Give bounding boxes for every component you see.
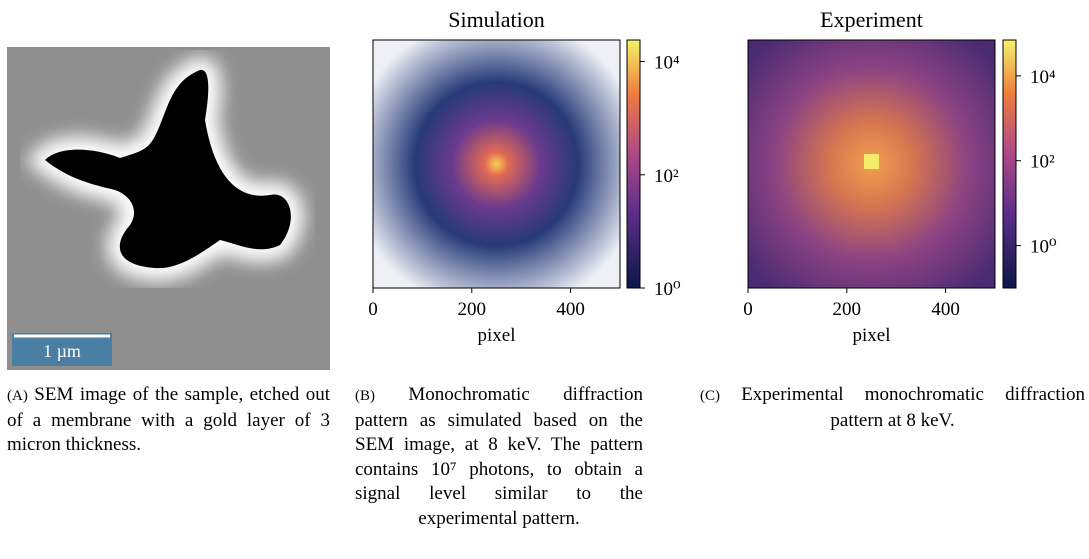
colorbar-tick-label: 10⁴ <box>1030 67 1056 88</box>
frame <box>372 39 621 289</box>
caption-text: Experimental monochromatic diffraction p… <box>741 384 1085 431</box>
x-tick-label: 400 <box>556 299 585 320</box>
caption-label: (B) <box>355 388 375 404</box>
colorbar-tick-label: 10² <box>1030 152 1055 173</box>
x-axis-label: pixel <box>853 325 891 346</box>
panel-title: Experiment <box>820 7 923 32</box>
caption: (A) SEM image of the sample, etched out … <box>7 383 330 458</box>
x-tick-label: 200 <box>833 299 862 320</box>
frame <box>747 39 996 289</box>
x-tick-label: 400 <box>931 299 960 320</box>
x-tick-label: 0 <box>743 299 753 320</box>
figure: 1 µm Simulation 0 200 400 pixel 10⁰ 10² 10⁴ Expe… <box>7 7 1057 370</box>
x-tick-label: 0 <box>368 299 378 320</box>
x-axis-label: pixel <box>478 325 516 346</box>
panel-title: Simulation <box>448 7 545 32</box>
colorbar-tick-label: 10⁰ <box>654 279 681 300</box>
scale-bar-label: 1 µm <box>43 341 81 361</box>
colorbar <box>626 39 641 289</box>
colorbar-tick-label: 10⁴ <box>654 53 680 74</box>
caption: (C) Experimental monochromatic diffracti… <box>700 383 1085 433</box>
caption-text: SEM image of the sample, etched out of a… <box>7 384 330 455</box>
colorbar-tick-label: 10² <box>654 166 679 187</box>
beamstop <box>864 154 879 169</box>
x-tick-label: 200 <box>458 299 487 320</box>
sem-image: 1 µm <box>7 47 330 370</box>
caption-label: (A) <box>7 388 28 404</box>
caption: (B) Monochromatic diffraction pattern as… <box>355 383 643 531</box>
caption-text: Monochromatic diffraction pattern as sim… <box>355 384 644 529</box>
diffraction-image <box>373 40 620 288</box>
colorbar-tick-label: 10⁰ <box>1030 237 1057 258</box>
colorbar <box>1002 39 1017 289</box>
caption-label: (C) <box>700 388 720 404</box>
